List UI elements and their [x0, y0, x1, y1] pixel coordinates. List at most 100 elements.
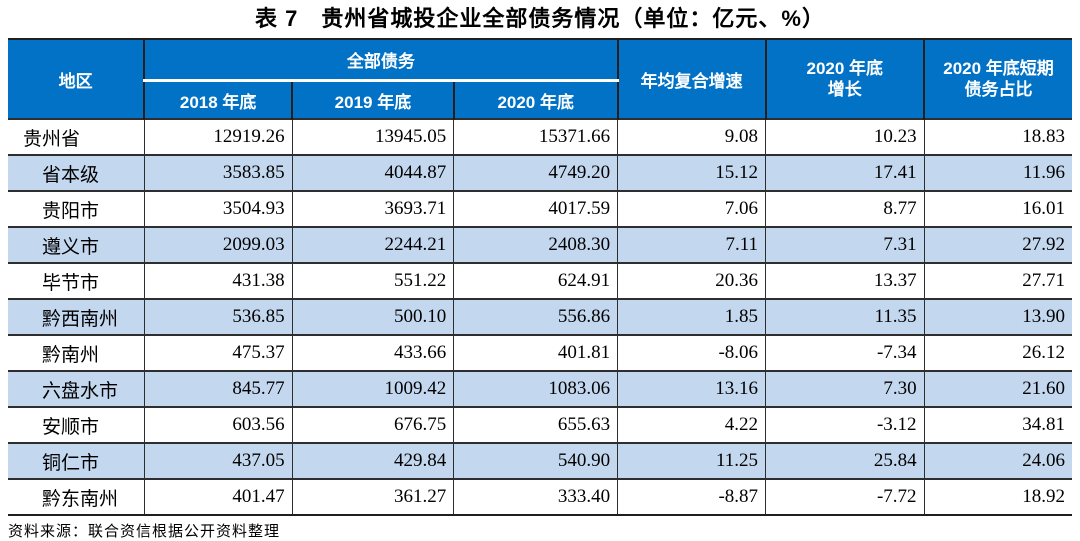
source-note: 资料来源：联合资信根据公开资料整理 [8, 524, 281, 540]
value-cell: 9.08 [617, 118, 767, 156]
header-growth-2020: 2020 年底 增长 [764, 39, 926, 119]
value-cell: 27.92 [923, 226, 1072, 264]
value-cell: 7.31 [765, 226, 925, 264]
table-row: 黔西南州 536.85 500.10 556.86 1.85 11.35 13.90 [8, 298, 1072, 336]
value-cell: 13945.05 [291, 118, 455, 156]
table-row: 黔南州 475.37 433.66 401.81 -8.06 -7.34 26.12 [8, 334, 1072, 372]
value-cell: 4044.87 [291, 154, 455, 192]
debt-table: 地区 全部债务 年均复合增速 2020 年底 增长 2020 年底短期 债务占比… [8, 38, 1072, 516]
value-cell: 24.06 [923, 442, 1072, 480]
region-cell: 黔南州 [8, 334, 145, 372]
value-cell: -3.12 [765, 406, 925, 444]
region-cell: 黔东南州 [8, 478, 145, 516]
table-row: 贵州省 12919.26 13945.05 15371.66 9.08 10.23 18.8… [8, 118, 1072, 156]
value-cell: 401.81 [453, 334, 619, 372]
value-cell: 845.77 [143, 370, 293, 408]
value-cell: 624.91 [453, 262, 619, 300]
value-cell: 676.75 [291, 406, 455, 444]
value-cell: 8.77 [765, 190, 925, 228]
header-total-debt: 全部债务 [143, 39, 619, 81]
value-cell: 26.12 [923, 334, 1072, 372]
value-cell: 3504.93 [143, 190, 293, 228]
value-cell: 7.30 [765, 370, 925, 408]
value-cell: 15371.66 [453, 118, 619, 156]
value-cell: 536.85 [143, 298, 293, 336]
value-cell: 20.36 [617, 262, 767, 300]
region-cell: 铜仁市 [8, 442, 145, 480]
value-cell: 556.86 [453, 298, 619, 336]
value-cell: 655.63 [453, 406, 619, 444]
value-cell: 4.22 [617, 406, 767, 444]
region-cell: 黔西南州 [8, 298, 145, 336]
value-cell: 2099.03 [143, 226, 293, 264]
document-page: 表 7 贵州省城投企业全部债务情况（单位：亿元、%） 地区 全部债务 年均复合增… [0, 5, 1080, 540]
header-region: 地区 [8, 39, 146, 119]
value-cell: 18.83 [923, 118, 1072, 156]
table-row: 六盘水市 845.77 1009.42 1083.06 13.16 7.30 21.60 [8, 370, 1072, 408]
value-cell: 401.47 [143, 478, 293, 516]
header-year-2020: 2020 年底 [452, 79, 618, 119]
header-year-2018: 2018 年底 [144, 79, 294, 119]
value-cell: 540.90 [453, 442, 619, 480]
value-cell: 13.90 [923, 298, 1072, 336]
value-cell: 551.22 [291, 262, 455, 300]
value-cell: 433.66 [291, 334, 455, 372]
value-cell: 603.56 [143, 406, 293, 444]
value-cell: 10.23 [765, 118, 925, 156]
table-row: 毕节市 431.38 551.22 624.91 20.36 13.37 27.71 [8, 262, 1072, 300]
value-cell: 13.37 [765, 262, 925, 300]
value-cell: 3583.85 [143, 154, 293, 192]
value-cell: 333.40 [453, 478, 619, 516]
value-cell: 7.06 [617, 190, 767, 228]
table-row: 黔东南州 401.47 361.27 333.40 -8.87 -7.72 18.92 [8, 478, 1072, 516]
value-cell: 21.60 [923, 370, 1072, 408]
header-cagr: 年均复合增速 [616, 39, 767, 119]
region-cell: 贵州省 [8, 118, 145, 156]
value-cell: 11.35 [765, 298, 925, 336]
value-cell: -8.87 [617, 478, 767, 516]
region-cell: 遵义市 [8, 226, 145, 264]
region-cell: 省本级 [8, 154, 145, 192]
value-cell: 1083.06 [453, 370, 619, 408]
value-cell: 1009.42 [291, 370, 455, 408]
header-short-term-ratio: 2020 年底短期 债务占比 [923, 39, 1072, 119]
value-cell: 361.27 [291, 478, 455, 516]
header-row-group: 地区 全部债务 年均复合增速 2020 年底 增长 2020 年底短期 债务占比 [8, 39, 1072, 119]
value-cell: 2244.21 [291, 226, 455, 264]
header-row-years: 2018 年底 2019 年底 2020 年底 [8, 79, 1072, 119]
value-cell: 1.85 [617, 298, 767, 336]
value-cell: 431.38 [143, 262, 293, 300]
value-cell: 17.41 [765, 154, 925, 192]
region-cell: 贵阳市 [8, 190, 145, 228]
table-header: 地区 全部债务 年均复合增速 2020 年底 增长 2020 年底短期 债务占比… [8, 39, 1072, 119]
region-cell: 安顺市 [8, 406, 145, 444]
value-cell: 11.25 [617, 442, 767, 480]
value-cell: 18.92 [923, 478, 1072, 516]
value-cell: -8.06 [617, 334, 767, 372]
value-cell: 429.84 [291, 442, 455, 480]
value-cell: 4017.59 [453, 190, 619, 228]
value-cell: 7.11 [617, 226, 767, 264]
table-row: 省本级 3583.85 4044.87 4749.20 15.12 17.41 11.96 [8, 154, 1072, 192]
value-cell: 4749.20 [453, 154, 619, 192]
table-title: 表 7 贵州省城投企业全部债务情况（单位：亿元、%） [255, 6, 825, 31]
value-cell: -7.34 [765, 334, 925, 372]
value-cell: 437.05 [143, 442, 293, 480]
value-cell: 2408.30 [453, 226, 619, 264]
table-row: 贵阳市 3504.93 3693.71 4017.59 7.06 8.77 16.01 [8, 190, 1072, 228]
value-cell: 11.96 [923, 154, 1072, 192]
value-cell: -7.72 [765, 478, 925, 516]
table-row: 遵义市 2099.03 2244.21 2408.30 7.11 7.31 27.92 [8, 226, 1072, 264]
header-year-2019: 2019 年底 [291, 79, 455, 119]
table-row: 安顺市 603.56 676.75 655.63 4.22 -3.12 34.81 [8, 406, 1072, 444]
value-cell: 25.84 [765, 442, 925, 480]
value-cell: 16.01 [923, 190, 1072, 228]
value-cell: 27.71 [923, 262, 1072, 300]
region-cell: 六盘水市 [8, 370, 145, 408]
value-cell: 3693.71 [291, 190, 455, 228]
table-body: 贵州省 12919.26 13945.05 15371.66 9.08 10.23 18.8… [8, 118, 1072, 516]
region-cell: 毕节市 [8, 262, 145, 300]
table-row: 铜仁市 437.05 429.84 540.90 11.25 25.84 24.06 [8, 442, 1072, 480]
value-cell: 475.37 [143, 334, 293, 372]
value-cell: 500.10 [291, 298, 455, 336]
